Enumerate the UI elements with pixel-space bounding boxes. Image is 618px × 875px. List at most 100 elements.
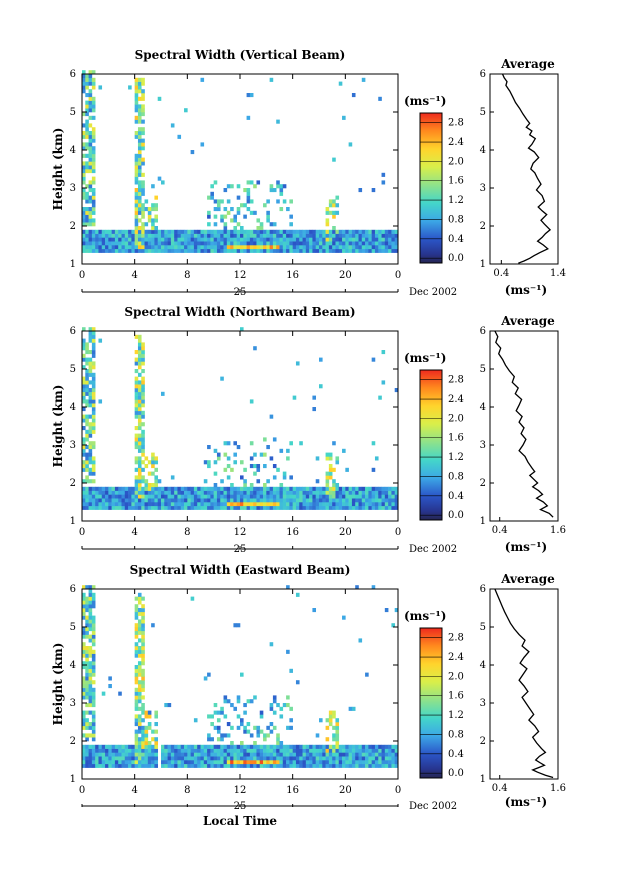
- heatmap-cell: [91, 699, 96, 704]
- heatmap-cell: [95, 229, 99, 234]
- heatmap-cell: [256, 486, 261, 491]
- heatmap-cell: [105, 748, 109, 753]
- average-y-tick-label: 3: [480, 440, 486, 451]
- heatmap-cell: [286, 649, 290, 654]
- heatmap-cell: [85, 229, 89, 234]
- heatmap-cell: [82, 718, 86, 723]
- heatmap-cell: [276, 233, 280, 238]
- heatmap-cell: [82, 608, 86, 613]
- heatmap-cell: [216, 725, 221, 730]
- heatmap-cell: [174, 237, 178, 242]
- heatmap-cell: [200, 752, 205, 757]
- heatmap-cell: [91, 585, 96, 590]
- heatmap-cell: [95, 502, 99, 507]
- heatmap-cell: [147, 490, 152, 495]
- heatmap-cell: [203, 490, 208, 495]
- heatmap-cell: [157, 486, 162, 491]
- heatmap-cell: [203, 229, 208, 234]
- heatmap-cell: [82, 448, 86, 453]
- heatmap-cell: [91, 429, 96, 434]
- heatmap-cell: [82, 89, 86, 94]
- heatmap-cell: [253, 452, 257, 457]
- heatmap-cell: [335, 195, 340, 200]
- heatmap-cell: [91, 445, 96, 450]
- average-xlabel: (ms⁻¹): [505, 540, 547, 554]
- heatmap-cell: [332, 210, 336, 215]
- heatmap-cell: [263, 494, 267, 499]
- heatmap-cell: [170, 498, 175, 503]
- heatmap-cell: [345, 756, 349, 761]
- colorbar-tick-label: 2.4: [448, 394, 464, 405]
- heatmap-cell: [371, 763, 376, 768]
- heatmap-cell: [184, 490, 188, 495]
- average-y-tick-label: 3: [480, 698, 486, 709]
- heatmap-cell: [394, 502, 399, 507]
- heatmap-cell: [141, 460, 145, 465]
- heatmap-cell: [170, 494, 175, 499]
- x-tick-label: 0: [79, 270, 85, 281]
- heatmap-cell: [355, 744, 359, 749]
- heatmap-cell: [134, 407, 139, 412]
- heatmap-cell: [332, 486, 336, 491]
- heatmap-cell: [309, 229, 313, 234]
- heatmap-cell: [253, 756, 257, 761]
- heatmap-cell: [325, 237, 330, 242]
- heatmap-cell: [246, 498, 251, 503]
- heatmap-cell: [118, 502, 122, 507]
- heatmap-cell: [184, 752, 188, 757]
- heatmap-cell: [216, 729, 221, 734]
- heatmap-cell: [161, 486, 165, 491]
- heatmap-cell: [378, 752, 382, 757]
- heatmap-cell: [134, 426, 139, 431]
- heatmap-cell: [226, 760, 231, 765]
- heatmap-cell: [85, 218, 89, 223]
- x-tick-label: 0: [395, 270, 401, 281]
- heatmap-cell: [358, 233, 363, 238]
- heatmap-cell: [82, 695, 86, 700]
- heatmap-cell: [134, 165, 139, 170]
- heatmap-cell: [328, 452, 333, 457]
- heatmap-cell: [193, 498, 198, 503]
- x-tick-label: 4: [131, 527, 137, 538]
- heatmap-cell: [213, 703, 218, 708]
- heatmap-cell: [157, 498, 162, 503]
- heatmap-cell: [114, 245, 119, 250]
- heatmap-cell: [286, 207, 290, 212]
- heatmap-cell: [216, 760, 221, 765]
- heatmap-cell: [279, 237, 284, 242]
- heatmap-cell: [319, 718, 323, 723]
- heatmap-cell: [170, 748, 175, 753]
- heatmap-cell: [236, 494, 241, 499]
- heatmap-cell: [295, 229, 300, 234]
- heatmap-cell: [105, 505, 109, 510]
- heatmap-cell: [91, 127, 96, 132]
- heatmap-cell: [200, 241, 205, 246]
- heatmap-cell: [220, 494, 224, 499]
- heatmap-cell: [325, 483, 330, 488]
- heatmap-cell: [141, 210, 145, 215]
- heatmap-cell: [134, 687, 139, 692]
- heatmap-cell: [82, 112, 86, 117]
- heatmap-cell: [203, 760, 208, 765]
- heatmap-cell: [85, 195, 89, 200]
- heatmap-cell: [295, 505, 300, 510]
- heatmap-cell: [289, 752, 293, 757]
- heatmap-cell: [210, 722, 214, 727]
- heatmap-cell: [355, 763, 359, 768]
- heatmap-cell: [85, 744, 89, 749]
- heatmap-cell: [141, 684, 145, 689]
- heatmap-cell: [230, 207, 234, 212]
- heatmap-cell: [91, 600, 96, 605]
- heatmap-cell: [272, 188, 277, 193]
- heatmap-cell: [276, 756, 280, 761]
- colorbar-unit: (ms⁻¹): [404, 351, 446, 365]
- heatmap-cell: [269, 237, 274, 242]
- heatmap-cell: [368, 486, 372, 491]
- heatmap-cell: [249, 483, 254, 488]
- heatmap-cell: [207, 737, 211, 742]
- heatmap-cell: [180, 744, 185, 749]
- heatmap-cell: [276, 505, 280, 510]
- heatmap-cell: [279, 744, 284, 749]
- heatmap-cell: [141, 104, 145, 109]
- heatmap-cell: [174, 760, 178, 765]
